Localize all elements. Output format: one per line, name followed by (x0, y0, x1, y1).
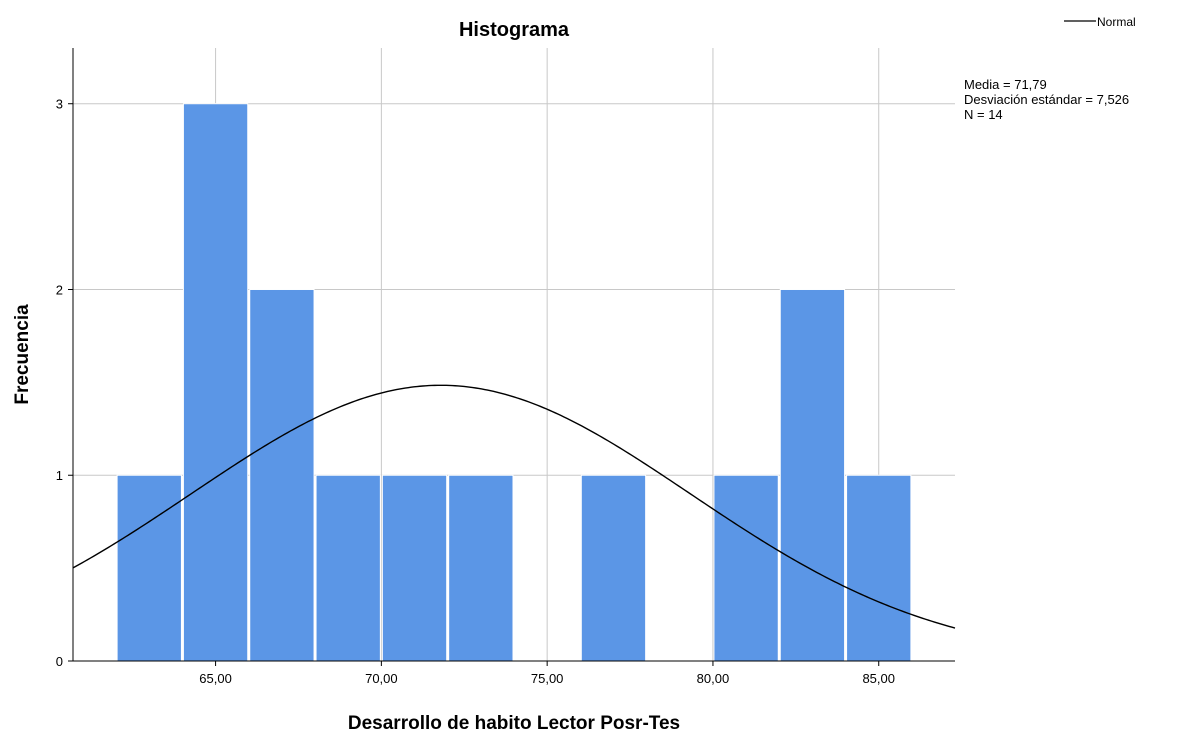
x-tick-label: 75,00 (531, 671, 564, 686)
histogram-bars (116, 103, 912, 662)
chart-title: Histograma (459, 19, 570, 41)
axes (68, 48, 955, 666)
y-axis-label: Frecuencia (12, 304, 33, 405)
x-tick-label: 70,00 (365, 671, 398, 686)
x-tick-label: 80,00 (697, 671, 730, 686)
x-tick-label: 85,00 (862, 671, 895, 686)
histogram-bar (779, 288, 846, 662)
y-tick-label: 2 (56, 282, 63, 297)
histogram-bar (846, 474, 912, 662)
legend: Normal (1064, 15, 1136, 29)
legend-entry-normal: Normal (1097, 15, 1136, 29)
stat-mean: Media = 71,79 (964, 77, 1047, 92)
histogram-bar (315, 474, 381, 662)
histogram-bar (116, 474, 182, 662)
x-tick-label: 65,00 (199, 671, 232, 686)
histogram-bar (448, 474, 514, 662)
y-tick-label: 0 (56, 654, 63, 669)
histogram-bar (580, 474, 647, 662)
statistics-box: Media = 71,79 Desviación estándar = 7,52… (964, 77, 1129, 122)
histogram-bar (381, 474, 448, 662)
normal-curve-layer (72, 384, 956, 629)
normal-curve (72, 384, 956, 629)
stat-std-dev: Desviación estándar = 7,526 (964, 92, 1129, 107)
x-axis-label: Desarrollo de habito Lector Posr-Tes (348, 713, 680, 734)
histogram-bar (713, 474, 779, 662)
tick-labels: 65,00 70,00 75,00 80,00 85,00 0 1 2 3 (56, 97, 895, 686)
histogram-bar (182, 103, 249, 662)
stat-n: N = 14 (964, 107, 1003, 122)
y-tick-label: 1 (56, 468, 63, 483)
histogram-bar (249, 288, 315, 662)
y-tick-label: 3 (56, 97, 63, 112)
